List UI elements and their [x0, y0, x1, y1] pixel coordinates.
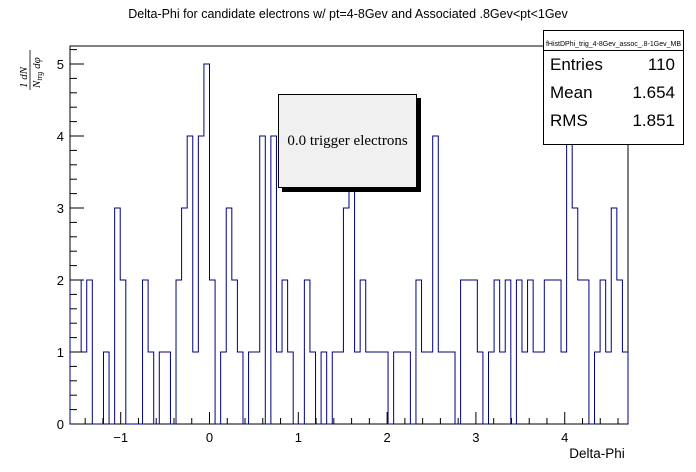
y-axis-label-denominator: Ntrg dφ — [31, 57, 44, 89]
stats-entries-label: Entries — [550, 55, 603, 74]
x-tick-label: 1 — [295, 430, 302, 445]
stats-entries-value: 110 — [647, 55, 675, 74]
x-tick-label: −1 — [113, 430, 128, 445]
stats-row-entries: Entries 110 — [544, 51, 683, 79]
y-axis-label: 1 dN Ntrg dφ — [18, 50, 44, 90]
x-tick-label: 4 — [561, 430, 568, 445]
annotation-box: 0.0 trigger electrons — [278, 94, 417, 188]
tick-marks: 0 1 2 3 4 5 −1 0 1 2 3 4 — [57, 49, 619, 445]
stats-title: fHistDPhi_trig_4-8Gev_assoc_.8-1Gev_MB — [544, 31, 683, 51]
histogram — [69, 63, 629, 425]
y-axis-label-fraction: 1 dN — [18, 66, 30, 88]
stats-row-rms: RMS 1.851 — [544, 107, 683, 135]
stats-box: fHistDPhi_trig_4-8Gev_assoc_.8-1Gev_MB E… — [543, 30, 684, 145]
y-tick-label: 1 — [57, 345, 64, 360]
stats-row-mean: Mean 1.654 — [544, 79, 683, 107]
chart-title: Delta-Phi for candidate electrons w/ pt=… — [128, 7, 568, 21]
y-tick-label: 5 — [57, 57, 64, 72]
x-tick-label: 0 — [206, 430, 213, 445]
stats-rms-label: RMS — [550, 111, 588, 130]
x-axis-label: Delta-Phi — [569, 446, 625, 461]
histogram-line — [69, 63, 629, 425]
plot-frame — [69, 45, 629, 425]
x-tick-label: 3 — [472, 430, 479, 445]
y-tick-label: 3 — [57, 201, 64, 216]
stats-rms-value: 1.851 — [632, 111, 675, 130]
plot-axes — [69, 45, 629, 425]
y-tick-label: 2 — [57, 273, 64, 288]
y-tick-label: 4 — [57, 129, 64, 144]
stats-mean-value: 1.654 — [632, 83, 675, 102]
y-tick-label: 0 — [57, 417, 64, 432]
stats-mean-label: Mean — [550, 83, 593, 102]
x-tick-label: 2 — [383, 430, 390, 445]
